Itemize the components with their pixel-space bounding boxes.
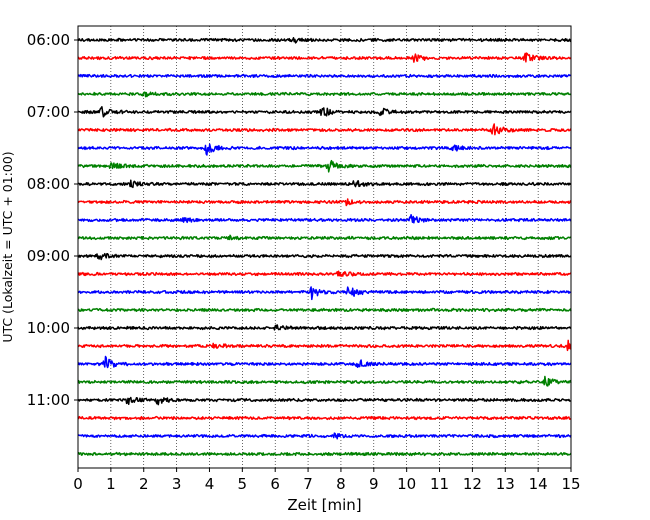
y-tick-label: 08:00 [27, 175, 70, 193]
trace-line [77, 375, 572, 387]
trace-line [77, 432, 572, 440]
x-tick-label: 1 [106, 475, 116, 493]
trace-line [77, 123, 572, 136]
x-tick-label: 3 [172, 475, 182, 493]
trace-line [77, 106, 572, 118]
x-tick-label: 13 [496, 475, 515, 493]
trace-line [77, 159, 572, 173]
x-tick-label: 12 [463, 475, 482, 493]
x-tick-label: 8 [336, 475, 346, 493]
trace-line [77, 451, 572, 457]
trace-line [77, 91, 572, 98]
trace-line [77, 355, 572, 369]
traces [77, 36, 572, 457]
y-tick-label: 09:00 [27, 247, 70, 265]
x-tick-label: 15 [561, 475, 580, 493]
trace-line [77, 36, 572, 44]
trace-line [77, 234, 572, 241]
x-tick-label: 7 [303, 475, 313, 493]
plot-frame [77, 25, 572, 469]
y-tick-label: 06:00 [27, 31, 70, 49]
y-tick-label: 10:00 [27, 319, 70, 337]
trace-line [77, 198, 572, 207]
trace-line [77, 307, 572, 313]
trace-line [77, 213, 572, 224]
x-tick-label: 10 [397, 475, 416, 493]
trace-line [77, 179, 572, 189]
trace-line [77, 270, 572, 277]
x-tick-label: 4 [205, 475, 215, 493]
y-axis-label: UTC (Lokalzeit = UTC + 01:00) [0, 151, 15, 342]
x-tick-label: 2 [139, 475, 149, 493]
trace-line [77, 73, 572, 79]
y-tick-label: 11:00 [27, 391, 70, 409]
trace-line [77, 415, 572, 421]
y-tick-label: 07:00 [27, 103, 70, 121]
x-tick-label: 6 [270, 475, 280, 493]
x-tick-label: 14 [529, 475, 548, 493]
trace-line [77, 339, 572, 352]
x-axis-label: Zeit [min] [287, 496, 361, 514]
x-axis: 0 1 2 3 4 5 6 7 8 9 10 11 12 13 14 15 [73, 468, 581, 493]
trace-line [77, 286, 572, 301]
x-tick-label: 0 [73, 475, 83, 493]
y-axis: 06:00 07:00 08:00 09:00 10:00 11:00 [27, 31, 78, 409]
x-tick-label: 9 [369, 475, 379, 493]
trace-line [77, 143, 572, 156]
x-tick-label: 11 [430, 475, 449, 493]
trace-line [77, 252, 572, 261]
x-tick-label: 5 [238, 475, 248, 493]
trace-line [77, 52, 572, 63]
trace-line [77, 324, 572, 331]
trace-line [77, 396, 572, 406]
